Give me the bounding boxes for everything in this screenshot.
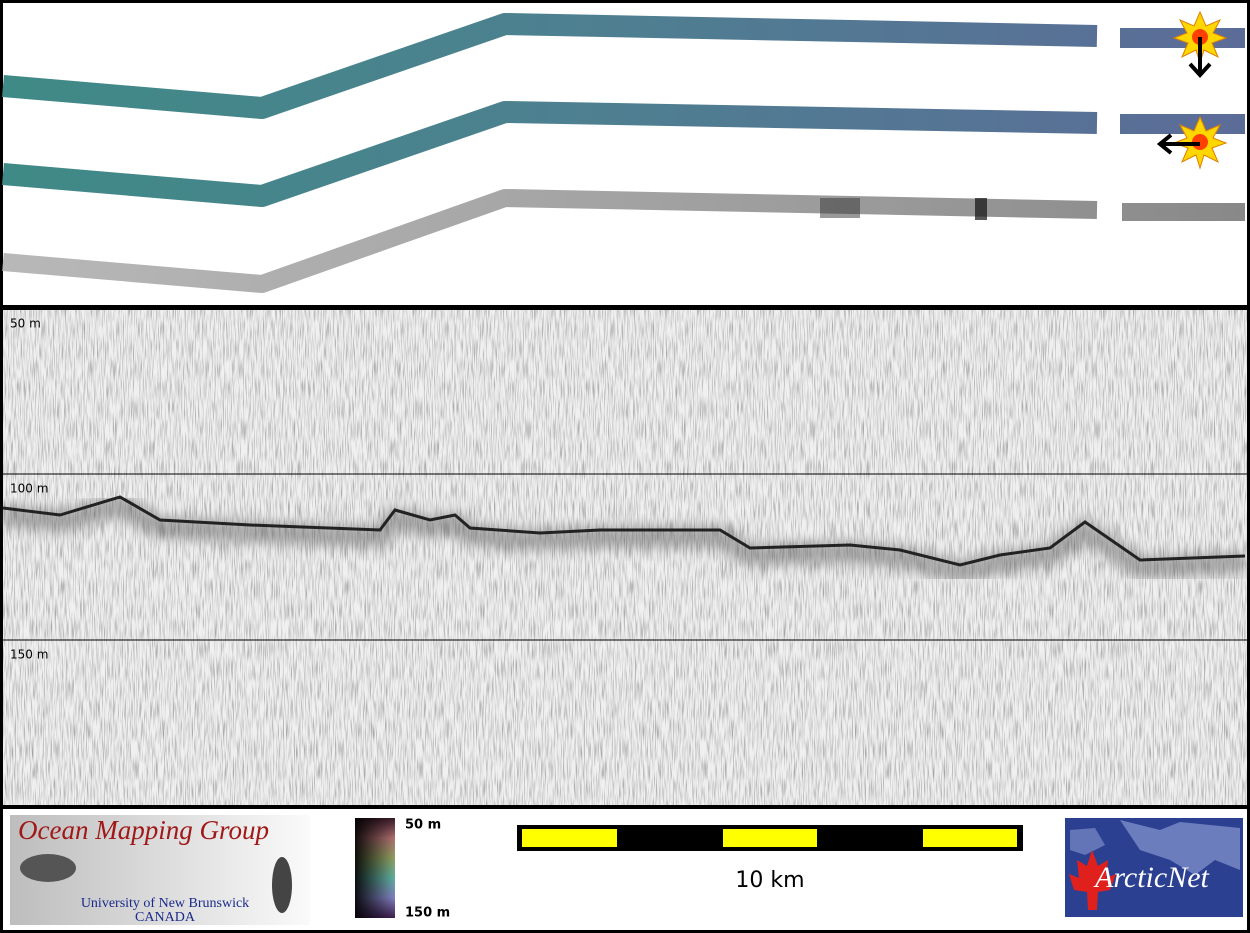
seabed-trace — [2, 495, 1246, 567]
divider — [0, 805, 1250, 809]
dark-patch — [820, 198, 860, 218]
omg-line1: University of New Brunswick — [81, 896, 249, 911]
profile-panel: 50 m 100 m 150 m — [1, 310, 1247, 805]
maple-leaf — [1069, 850, 1116, 910]
map-shape — [1120, 820, 1240, 875]
colorbar: 50 m 150 m — [355, 818, 450, 921]
depth-label: 150 m — [10, 648, 48, 662]
backscatter-swath — [2, 13, 1098, 119]
scale-bar: 10 km — [517, 825, 1023, 893]
sun-icon — [1172, 10, 1228, 78]
omg-title: Ocean Mapping Group — [18, 815, 269, 845]
gray-swath — [2, 189, 1098, 293]
dark-patch — [975, 198, 987, 220]
scale-segment — [923, 829, 1017, 847]
logo-shape — [272, 857, 292, 913]
sun-icon — [1156, 115, 1228, 170]
bottom-scatter — [1, 493, 1246, 584]
swath-panel — [2, 13, 1245, 293]
arcticnet-text: ArcticNet — [1093, 861, 1210, 894]
omg-logo: Ocean Mapping Group University of New Br… — [10, 815, 310, 925]
logo-shape — [20, 854, 76, 882]
depth-label: 50 m — [10, 317, 41, 331]
scale-segment — [723, 829, 817, 847]
arcticnet-logo: ArcticNet — [1065, 818, 1243, 917]
divider — [0, 305, 1250, 310]
bathymetry-swath — [2, 101, 1098, 207]
colorbar-label: 50 m — [405, 818, 441, 833]
omg-line2: CANADA — [135, 910, 196, 925]
colorbar-label: 150 m — [405, 906, 450, 921]
depth-label: 100 m — [10, 482, 48, 496]
scale-segment — [522, 829, 617, 847]
colorbar-shade — [355, 818, 395, 918]
scale-label: 10 km — [735, 868, 804, 893]
map-shape — [1070, 828, 1105, 855]
